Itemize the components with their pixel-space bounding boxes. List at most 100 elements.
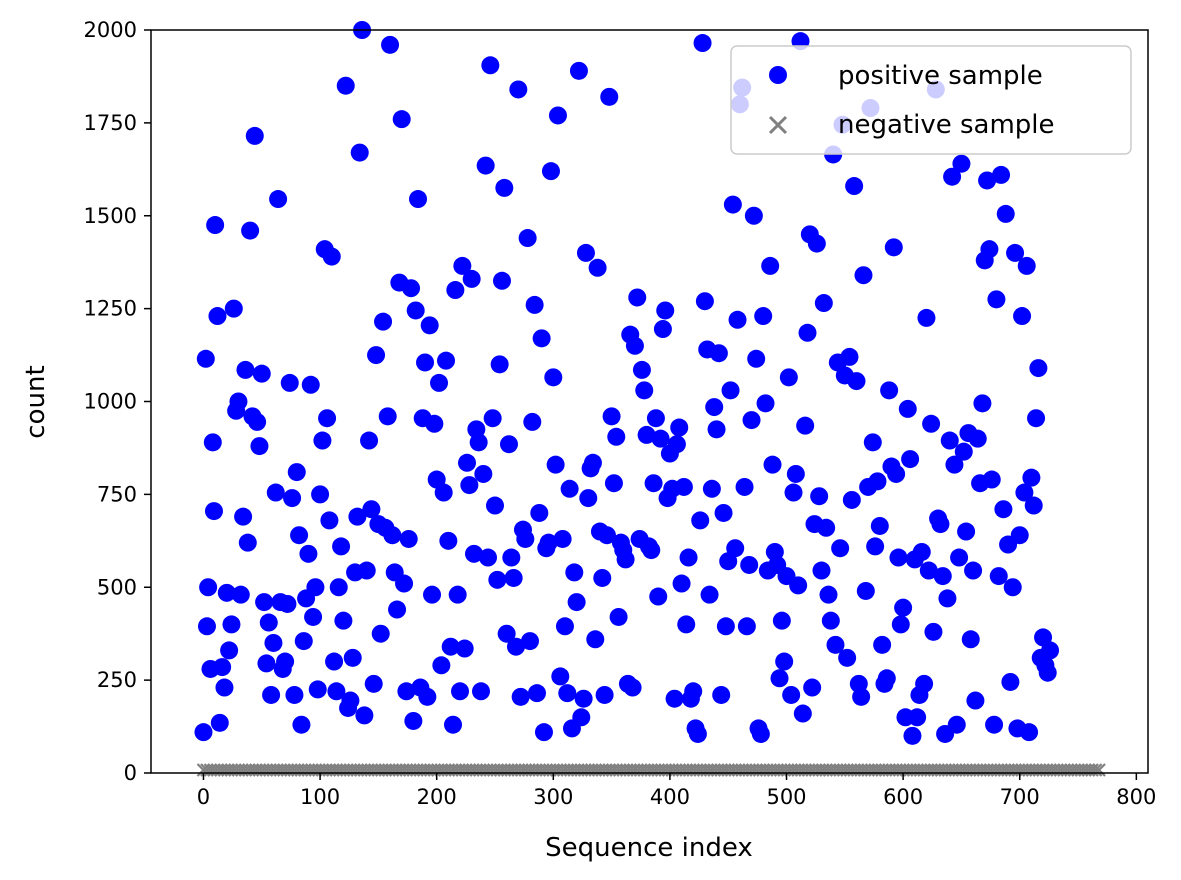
data-point-positive bbox=[992, 165, 1011, 184]
data-point-positive bbox=[576, 243, 595, 262]
data-point-positive bbox=[301, 375, 320, 394]
data-point-positive bbox=[821, 611, 840, 630]
x-tick-label: 800 bbox=[1116, 785, 1156, 809]
data-point-positive bbox=[693, 34, 712, 53]
data-point-positive bbox=[938, 589, 957, 608]
data-point-positive bbox=[625, 336, 644, 355]
data-point-positive bbox=[609, 607, 628, 626]
data-point-positive bbox=[318, 409, 337, 428]
data-point-positive bbox=[779, 368, 798, 387]
data-point-positive bbox=[541, 162, 560, 181]
data-point-positive bbox=[789, 576, 808, 595]
data-point-positive bbox=[574, 689, 593, 708]
data-point-positive bbox=[248, 412, 267, 431]
data-point-positive bbox=[388, 600, 407, 619]
data-point-positive bbox=[863, 433, 882, 452]
data-point-positive bbox=[973, 394, 992, 413]
data-point-positive bbox=[478, 548, 497, 567]
data-point-positive bbox=[677, 615, 696, 634]
y-tick-label: 0 bbox=[124, 761, 137, 785]
data-point-positive bbox=[567, 593, 586, 612]
data-point-positive bbox=[527, 684, 546, 703]
data-point-positive bbox=[826, 635, 845, 654]
data-point-positive bbox=[257, 654, 276, 673]
data-point-positive bbox=[285, 685, 304, 704]
data-point-positive bbox=[985, 715, 1004, 734]
data-point-positive bbox=[877, 669, 896, 688]
x-tick-label: 700 bbox=[1000, 785, 1040, 809]
data-point-positive bbox=[313, 431, 332, 450]
data-point-positive bbox=[406, 301, 425, 320]
data-point-positive bbox=[290, 526, 309, 545]
y-axis: 0 250 500 750 1000 1250 1500 1750 2000 bbox=[84, 18, 151, 785]
data-point-positive bbox=[520, 632, 539, 651]
data-point-positive bbox=[763, 455, 782, 474]
data-point-positive bbox=[709, 344, 728, 363]
data-point-positive bbox=[989, 567, 1008, 586]
data-point-positive bbox=[957, 522, 976, 541]
data-point-positive bbox=[523, 412, 542, 431]
data-point-positive bbox=[1001, 672, 1020, 691]
data-point-positive bbox=[870, 516, 889, 535]
data-point-positive bbox=[236, 360, 255, 379]
data-point-positive bbox=[474, 464, 493, 483]
data-point-positive bbox=[950, 548, 969, 567]
data-point-positive bbox=[441, 637, 460, 656]
data-point-positive bbox=[378, 407, 397, 426]
data-point-positive bbox=[847, 372, 866, 391]
x-tick-label: 200 bbox=[417, 785, 457, 809]
data-point-positive bbox=[894, 598, 913, 617]
data-point-positive bbox=[908, 708, 927, 727]
data-point-positive bbox=[602, 407, 621, 426]
data-point-positive bbox=[656, 301, 675, 320]
data-point-positive bbox=[453, 256, 472, 275]
data-point-positive bbox=[756, 394, 775, 413]
data-point-positive bbox=[931, 515, 950, 534]
data-point-positive bbox=[702, 479, 721, 498]
data-point-positive bbox=[374, 312, 393, 331]
y-tick-label: 1000 bbox=[84, 390, 137, 414]
data-point-positive bbox=[492, 271, 511, 290]
data-point-positive bbox=[679, 548, 698, 567]
data-point-positive bbox=[838, 648, 857, 667]
data-point-positive bbox=[684, 682, 703, 701]
data-point-positive bbox=[898, 399, 917, 418]
data-point-positive bbox=[395, 574, 414, 593]
data-point-positive bbox=[798, 323, 817, 342]
data-point-positive bbox=[506, 637, 525, 656]
data-point-positive bbox=[947, 715, 966, 734]
data-point-positive bbox=[761, 256, 780, 275]
data-point-positive bbox=[197, 617, 216, 636]
y-tick-label: 2000 bbox=[84, 18, 137, 42]
x-tick-label: 100 bbox=[300, 785, 340, 809]
data-point-positive bbox=[553, 529, 572, 548]
data-point-positive bbox=[234, 507, 253, 526]
data-point-positive bbox=[586, 630, 605, 649]
data-point-positive bbox=[1022, 468, 1041, 487]
data-point-positive bbox=[705, 398, 724, 417]
data-point-positive bbox=[532, 329, 551, 348]
data-point-positive bbox=[707, 420, 726, 439]
data-point-positive bbox=[945, 455, 964, 474]
data-point-positive bbox=[873, 635, 892, 654]
data-point-positive bbox=[597, 526, 616, 545]
data-point-positive bbox=[546, 455, 565, 474]
x-tick-label: 300 bbox=[533, 785, 573, 809]
data-point-positive bbox=[978, 171, 997, 190]
data-point-positive bbox=[842, 490, 861, 509]
data-point-positive bbox=[649, 587, 668, 606]
data-point-positive bbox=[194, 723, 213, 742]
data-point-positive bbox=[544, 368, 563, 387]
data-point-positive bbox=[348, 507, 367, 526]
data-point-positive bbox=[565, 563, 584, 582]
data-point-positive bbox=[1041, 641, 1060, 660]
data-point-positive bbox=[674, 477, 693, 496]
data-point-positive bbox=[360, 431, 379, 450]
y-tick-label: 500 bbox=[97, 575, 137, 599]
data-point-positive bbox=[754, 307, 773, 326]
data-point-positive bbox=[485, 496, 504, 515]
data-point-positive bbox=[728, 310, 747, 329]
legend-marker-negative bbox=[768, 115, 788, 135]
data-point-positive bbox=[425, 414, 444, 433]
